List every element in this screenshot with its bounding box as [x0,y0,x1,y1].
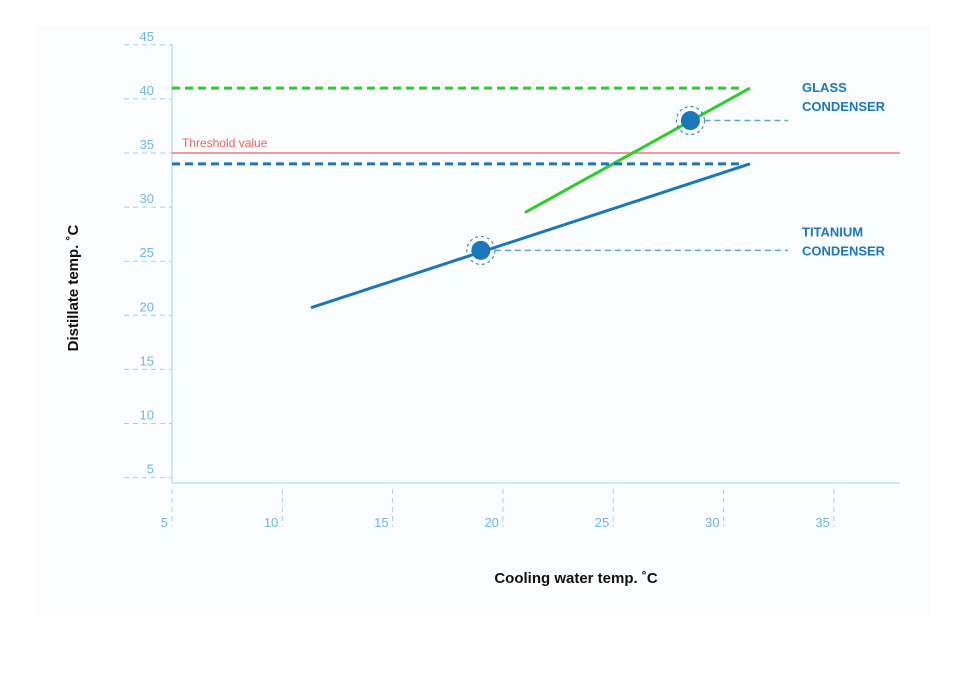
y-tick-label: 5 [147,462,154,477]
y-tick-label: 35 [140,137,154,152]
marker-dot [680,111,700,131]
x-tick-label: 10 [264,515,278,530]
chart-panel: 5 10 15 20 25 30 35 40 45 5 10 15 20 25 30 35 Threshold … [36,26,930,616]
x-axis-title: Cooling water temp. ˚C [494,570,658,587]
series-line [524,86,751,214]
marker-ring [466,235,496,265]
series-label: GLASS [802,80,847,95]
chart: 5 10 15 20 25 30 35 40 45 5 10 15 20 25 30 35 Threshold … [65,29,900,587]
y-tick-label: 30 [140,191,154,206]
series-label: CONDENSER [802,243,886,258]
series-label: TITANIUM [802,224,863,239]
y-tick-label: 20 [140,299,154,314]
x-tick-label: 35 [815,515,829,530]
series-label: CONDENSER [802,99,886,114]
y-tick-label: 10 [140,407,154,422]
x-tick-label: 20 [484,515,498,530]
y-axis-title: Distillate temp. ˚C [65,224,82,351]
x-tick-label: 5 [161,515,168,530]
x-tick-label: 15 [374,515,388,530]
y-tick-label: 15 [140,353,154,368]
marker-dot [471,240,491,260]
marker-ring [675,106,705,136]
series-line [310,162,751,310]
y-tick-label: 25 [140,245,154,260]
x-tick-label: 30 [705,515,719,530]
x-tick-label: 25 [595,515,609,530]
y-tick-label: 40 [140,83,154,98]
y-tick-label: 45 [140,29,154,44]
threshold-label: Threshold value [182,136,268,150]
